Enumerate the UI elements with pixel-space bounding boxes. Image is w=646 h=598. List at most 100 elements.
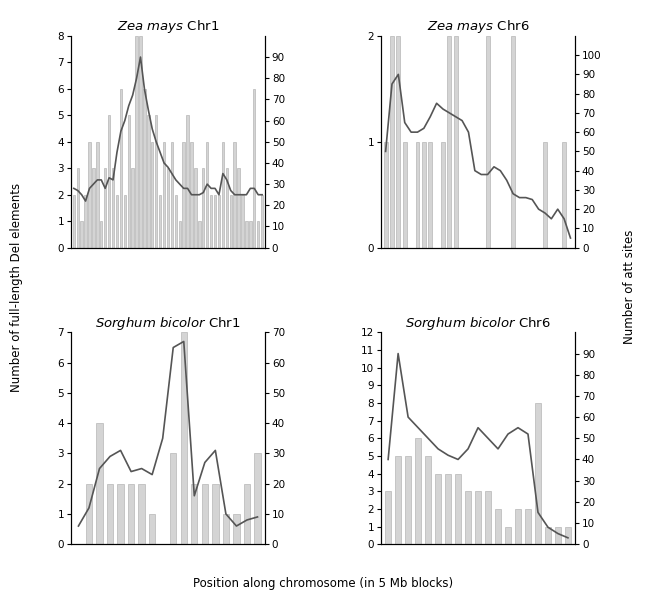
Bar <box>198 221 200 248</box>
Bar <box>486 36 490 248</box>
Bar <box>127 115 130 248</box>
Bar <box>395 456 401 544</box>
Bar <box>428 142 432 248</box>
Title: $\mathit{Sorghum\ bicolor}$ Chr6: $\mathit{Sorghum\ bicolor}$ Chr6 <box>405 315 551 332</box>
Title: $\mathit{Zea\ mays}$ Chr6: $\mathit{Zea\ mays}$ Chr6 <box>427 19 529 35</box>
Text: Number of full-length Del elements: Number of full-length Del elements <box>10 182 23 392</box>
Bar <box>100 221 103 248</box>
Bar <box>108 115 110 248</box>
Bar <box>81 221 83 248</box>
Bar <box>202 484 208 544</box>
Bar <box>174 195 177 248</box>
Bar <box>151 142 154 248</box>
Bar <box>555 526 561 544</box>
Bar <box>525 509 531 544</box>
Bar <box>85 195 87 248</box>
Bar <box>181 332 187 544</box>
Bar <box>385 491 391 544</box>
Bar <box>167 168 169 248</box>
Bar <box>120 89 122 248</box>
Bar <box>112 168 114 248</box>
Bar <box>535 403 541 544</box>
Bar <box>465 491 471 544</box>
Bar <box>485 491 491 544</box>
Bar <box>425 456 431 544</box>
Bar <box>159 195 162 248</box>
Bar <box>435 474 441 544</box>
Bar <box>140 36 141 248</box>
Bar <box>147 115 149 248</box>
Bar <box>511 36 515 248</box>
Bar <box>206 142 209 248</box>
Bar <box>149 514 155 544</box>
Bar <box>445 474 451 544</box>
Bar <box>128 484 134 544</box>
Bar <box>143 89 145 248</box>
Bar <box>515 509 521 544</box>
Bar <box>96 142 99 248</box>
Bar <box>403 142 406 248</box>
Bar <box>116 195 118 248</box>
Bar <box>136 36 138 248</box>
Bar <box>104 168 107 248</box>
Bar <box>191 484 198 544</box>
Bar <box>261 195 264 248</box>
Bar <box>565 526 571 544</box>
Bar <box>155 115 158 248</box>
Bar <box>233 514 240 544</box>
Bar <box>390 36 394 248</box>
Bar <box>118 484 124 544</box>
Title: $\mathit{Sorghum\ bicolor}$ Chr1: $\mathit{Sorghum\ bicolor}$ Chr1 <box>95 315 241 332</box>
Bar <box>187 115 189 248</box>
Bar <box>202 168 204 248</box>
Bar <box>132 168 134 248</box>
Bar <box>253 89 255 248</box>
Bar <box>545 526 551 544</box>
Bar <box>191 142 193 248</box>
Bar <box>237 168 240 248</box>
Bar <box>455 474 461 544</box>
Bar <box>415 142 419 248</box>
Bar <box>245 221 247 248</box>
Bar <box>138 484 145 544</box>
Text: Position along chromosome (in 5 Mb blocks): Position along chromosome (in 5 Mb block… <box>193 576 453 590</box>
Bar <box>86 484 92 544</box>
Bar <box>405 456 411 544</box>
Bar <box>397 36 401 248</box>
Bar <box>225 168 228 248</box>
Bar <box>495 509 501 544</box>
Bar <box>422 142 426 248</box>
Bar <box>170 453 176 544</box>
Text: Number of att sites: Number of att sites <box>623 230 636 344</box>
Bar <box>92 168 94 248</box>
Bar <box>214 195 216 248</box>
Bar <box>384 142 388 248</box>
Bar <box>123 195 126 248</box>
Bar <box>229 195 232 248</box>
Bar <box>107 484 113 544</box>
Bar <box>242 195 244 248</box>
Bar <box>218 195 220 248</box>
Bar <box>178 221 181 248</box>
Bar <box>212 484 218 544</box>
Bar <box>194 168 196 248</box>
Bar <box>72 195 75 248</box>
Bar <box>257 221 259 248</box>
Bar <box>233 142 236 248</box>
Bar <box>171 142 173 248</box>
Bar <box>543 142 547 248</box>
Bar <box>222 142 224 248</box>
Bar <box>415 438 421 544</box>
Bar <box>475 491 481 544</box>
Bar <box>453 36 457 248</box>
Bar <box>441 142 445 248</box>
Bar <box>255 453 260 544</box>
Title: $\mathit{Zea\ mays}$ Chr1: $\mathit{Zea\ mays}$ Chr1 <box>117 19 219 35</box>
Bar <box>448 36 452 248</box>
Bar <box>89 142 90 248</box>
Bar <box>210 195 213 248</box>
Bar <box>562 142 566 248</box>
Bar <box>182 142 185 248</box>
Bar <box>505 526 511 544</box>
Bar <box>96 423 103 544</box>
